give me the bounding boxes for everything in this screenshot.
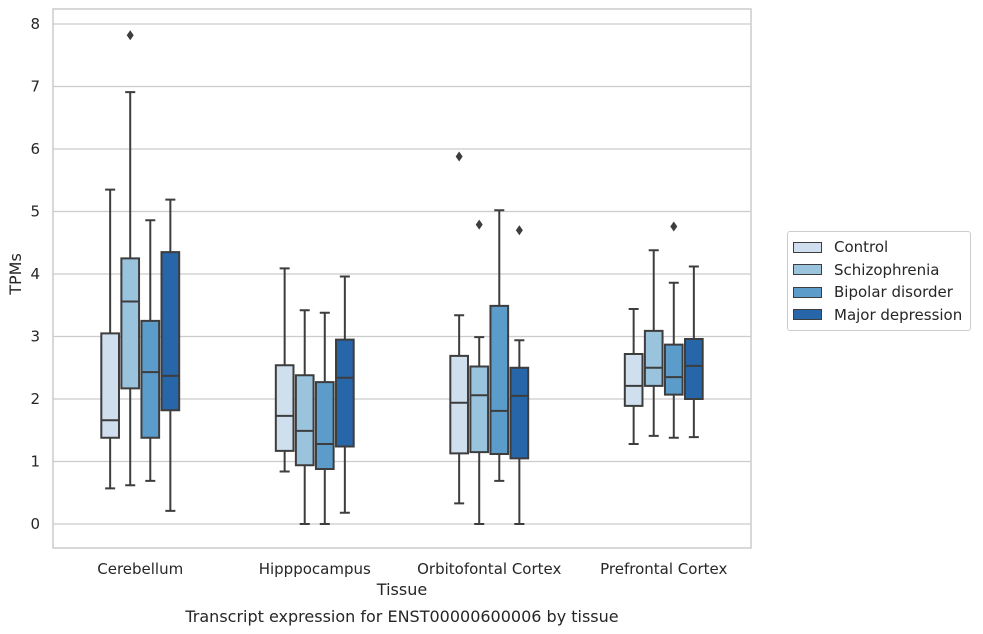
- legend-item: Major depression: [788, 304, 970, 327]
- box-group: [274, 267, 295, 473]
- box: [100, 332, 120, 439]
- plot-area: [52, 8, 752, 549]
- box-group: [623, 308, 644, 445]
- x-tick-label: Prefrontal Cortex: [600, 560, 727, 578]
- box-group: [294, 309, 315, 525]
- outlier-point: [126, 30, 134, 41]
- box-group: [314, 311, 335, 525]
- legend: Control Schizophrenia Bipolar disorder Majo…: [787, 231, 971, 331]
- x-axis-label: Tissue: [376, 580, 427, 599]
- box: [335, 338, 355, 448]
- outlier-point: [670, 221, 678, 232]
- x-tick-label: Cerebellum: [97, 560, 183, 578]
- y-tick-label: 7: [30, 78, 40, 96]
- outlier-point: [515, 225, 523, 236]
- y-tick-label: 5: [30, 203, 40, 221]
- legend-label: Control: [834, 238, 889, 257]
- y-tick-label: 3: [30, 328, 40, 346]
- box: [623, 353, 644, 407]
- box-group: [335, 275, 355, 514]
- legend-item: Schizophrenia: [788, 259, 970, 282]
- box-group: [489, 209, 510, 482]
- box: [449, 354, 469, 455]
- boxes-layer: [100, 30, 704, 525]
- legend-item: Bipolar disorder: [788, 281, 970, 304]
- y-tick-label: 0: [30, 515, 40, 533]
- legend-item: Control: [788, 236, 970, 259]
- legend-swatch: [793, 309, 822, 321]
- box: [643, 329, 664, 387]
- box: [294, 374, 315, 467]
- grid-lines: [53, 23, 751, 525]
- box: [274, 364, 295, 452]
- box-group: [160, 198, 181, 512]
- box: [469, 365, 490, 454]
- box-group: [449, 151, 469, 505]
- box: [489, 304, 510, 455]
- outlier-point: [475, 219, 483, 230]
- x-tick-labels: Cerebellum Hipppocampus Orbitofontal Corte…: [97, 560, 727, 578]
- box-group: [120, 30, 141, 487]
- box: [684, 338, 704, 400]
- box-group: [684, 265, 704, 439]
- box: [140, 319, 161, 439]
- y-tick-label: 8: [30, 15, 40, 33]
- box-group: [509, 225, 530, 525]
- x-tick-label: Hipppocampus: [259, 560, 371, 578]
- box-group: [663, 221, 684, 439]
- legend-label: Schizophrenia: [834, 260, 940, 279]
- y-axis-label: TPMs: [6, 253, 25, 296]
- box-group: [140, 219, 161, 482]
- legend-label: Bipolar disorder: [834, 283, 953, 302]
- y-tick-label: 4: [30, 265, 40, 283]
- legend-swatch: [793, 286, 822, 298]
- y-tick-labels: 0 1 2 3 4 5 6 7 8: [30, 15, 40, 533]
- x-tick-label: Orbitofontal Cortex: [417, 560, 561, 578]
- chart-title: Transcript expression for ENST0000060000…: [184, 607, 618, 626]
- box-group: [100, 188, 120, 490]
- box-group: [469, 219, 490, 525]
- box-group: [643, 249, 664, 437]
- box: [120, 257, 141, 390]
- box: [314, 381, 335, 470]
- legend-swatch: [793, 241, 822, 253]
- box: [509, 366, 530, 460]
- y-tick-label: 2: [30, 390, 40, 408]
- outlier-point: [455, 151, 463, 162]
- y-tick-label: 6: [30, 140, 40, 158]
- legend-swatch: [793, 264, 822, 276]
- box: [663, 343, 684, 396]
- y-tick-label: 1: [30, 453, 40, 471]
- box: [160, 251, 181, 412]
- legend-label: Major depression: [834, 305, 963, 324]
